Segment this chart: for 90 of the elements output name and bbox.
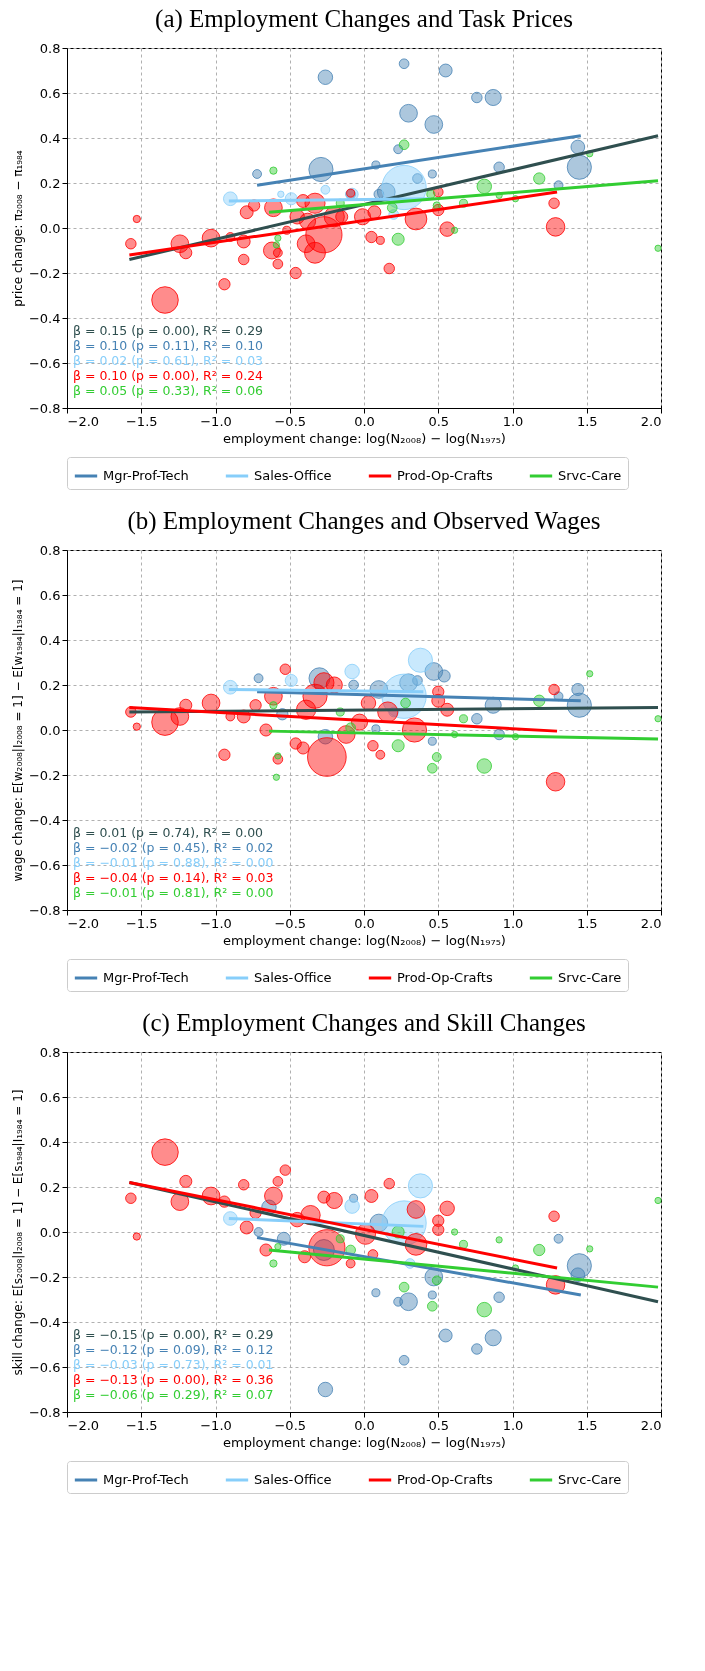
annotation: β = −0.15 (p = 0.00), R² = 0.29 (73, 1327, 274, 1342)
x-tick-label: 0.0 (354, 413, 375, 429)
annotation: β = 0.02 (p = 0.61), R² = 0.03 (73, 353, 264, 368)
legend-label: Prod-Op-Crafts (397, 1472, 493, 1487)
x-tick-label: −0.5 (274, 413, 307, 429)
x-tick-label: 1.0 (502, 1417, 524, 1433)
x-tick-label: 0.0 (354, 915, 375, 931)
x-axis-title: employment change: log(N₂₀₀₈) − log(N₁₉₇₅) (223, 1434, 506, 1450)
x-tick-label: −1.0 (200, 915, 232, 931)
y-tick-label: −0.8 (28, 902, 61, 918)
legend-label: Mgr-Prof-Tech (103, 468, 189, 483)
x-tick-label: 2.0 (640, 413, 662, 429)
y-tick-label: 0.0 (39, 1224, 61, 1240)
x-tick-label: −2.0 (67, 413, 100, 429)
y-tick-label: 0.4 (39, 1134, 61, 1150)
annotation: β = −0.02 (p = 0.45), R² = 0.02 (73, 840, 274, 855)
legend-label: Sales-Office (254, 970, 332, 985)
x-axis-title: employment change: log(N₂₀₀₈) − log(N₁₉₇₅) (223, 932, 506, 948)
y-tick-label: 0.4 (39, 632, 61, 648)
legend-label: Sales-Office (254, 1472, 332, 1487)
legend-label: Prod-Op-Crafts (397, 970, 493, 985)
y-tick-label: −0.4 (28, 812, 61, 828)
y-tick-label: 0.8 (39, 40, 61, 56)
annotation: β = −0.12 (p = 0.09), R² = 0.12 (73, 1342, 274, 1357)
chart-title: (c) Employment Changes and Skill Changes (142, 1009, 586, 1037)
x-tick-label: 0.5 (428, 915, 450, 931)
y-tick-label: −0.8 (28, 1404, 61, 1420)
x-tick-label: 0.5 (428, 1417, 450, 1433)
y-tick-label: 0.8 (39, 542, 61, 558)
y-tick-label: −0.4 (28, 1314, 61, 1330)
x-tick-label: 1.0 (502, 915, 524, 931)
y-tick-label: 0.8 (39, 1044, 61, 1060)
y-tick-label: 0.0 (39, 220, 61, 236)
x-tick-label: 1.5 (576, 1417, 598, 1433)
x-tick-label: −1.5 (125, 915, 158, 931)
y-tick-label: 0.4 (39, 130, 61, 146)
y-tick-label: −0.6 (28, 857, 61, 873)
annotation: β = −0.03 (p = 0.73), R² = 0.01 (73, 1357, 274, 1372)
x-tick-label: −2.0 (67, 915, 100, 931)
y-axis-title: price change: π₂₀₀₈ − π₁₉₈₄ (10, 150, 25, 307)
legend-label: Srvc-Care (558, 468, 622, 483)
y-axis-title: wage change: E[w₂₀₀₈|I₂₀₀₈ = 1] − E[w₁₉₈₄|I₁₉₈₄ = 1] (10, 579, 25, 882)
y-tick-label: −0.2 (28, 1269, 61, 1285)
chart-title: (a) Employment Changes and Task Prices (155, 5, 573, 33)
y-tick-label: 0.0 (39, 722, 61, 738)
y-tick-label: −0.2 (28, 767, 61, 783)
y-tick-label: 0.2 (39, 175, 61, 191)
annotation: β = 0.10 (p = 0.11), R² = 0.10 (73, 338, 264, 353)
x-tick-label: 1.5 (576, 413, 598, 429)
legend-label: Srvc-Care (558, 970, 622, 985)
y-tick-label: −0.6 (28, 355, 61, 371)
y-tick-label: −0.2 (28, 265, 61, 281)
x-tick-label: −2.0 (67, 1417, 100, 1433)
y-axis-title: skill change: E[s₂₀₀₈|I₂₀₀₈ = 1] − E[s₁₉₈₄|I₁₉₈₄ = 1] (10, 1089, 25, 1376)
x-axis-title: employment change: log(N₂₀₀₈) − log(N₁₉₇₅) (223, 430, 506, 446)
x-tick-label: −0.5 (274, 915, 307, 931)
chart-title: (b) Employment Changes and Observed Wages (127, 507, 601, 535)
legend-label: Srvc-Care (558, 1472, 622, 1487)
x-tick-label: −1.0 (200, 1417, 232, 1433)
x-tick-label: 0.5 (428, 413, 450, 429)
y-tick-label: −0.4 (28, 310, 61, 326)
y-tick-label: 0.2 (39, 677, 61, 693)
annotation: β = −0.13 (p = 0.00), R² = 0.36 (73, 1372, 274, 1387)
x-tick-label: −1.5 (125, 413, 158, 429)
annotation: β = −0.01 (p = 0.81), R² = 0.00 (73, 885, 274, 900)
legend-label: Sales-Office (254, 468, 332, 483)
annotation: β = −0.04 (p = 0.14), R² = 0.03 (73, 870, 274, 885)
y-tick-label: −0.8 (28, 400, 61, 416)
x-tick-label: 2.0 (640, 915, 662, 931)
y-tick-label: 0.2 (39, 1179, 61, 1195)
x-tick-label: −1.5 (125, 1417, 158, 1433)
annotation: β = 0.15 (p = 0.00), R² = 0.29 (73, 323, 264, 338)
x-tick-label: 0.0 (354, 1417, 375, 1433)
x-tick-label: −1.0 (200, 413, 232, 429)
x-tick-label: 2.0 (640, 1417, 662, 1433)
legend-label: Prod-Op-Crafts (397, 468, 493, 483)
annotation: β = 0.10 (p = 0.00), R² = 0.24 (73, 368, 264, 383)
x-tick-label: 1.0 (502, 413, 524, 429)
y-tick-label: −0.6 (28, 1359, 61, 1375)
annotation: β = 0.05 (p = 0.33), R² = 0.06 (73, 383, 264, 398)
y-tick-label: 0.6 (39, 587, 61, 603)
x-tick-label: 1.5 (576, 915, 598, 931)
legend-label: Mgr-Prof-Tech (103, 1472, 189, 1487)
legend-label: Mgr-Prof-Tech (103, 970, 189, 985)
y-tick-label: 0.6 (39, 1089, 61, 1105)
y-tick-label: 0.6 (39, 85, 61, 101)
annotation: β = 0.01 (p = 0.74), R² = 0.00 (73, 825, 264, 840)
annotation: β = −0.01 (p = 0.88), R² = 0.00 (73, 855, 274, 870)
annotation: β = −0.06 (p = 0.29), R² = 0.07 (73, 1387, 274, 1402)
x-tick-label: −0.5 (274, 1417, 307, 1433)
